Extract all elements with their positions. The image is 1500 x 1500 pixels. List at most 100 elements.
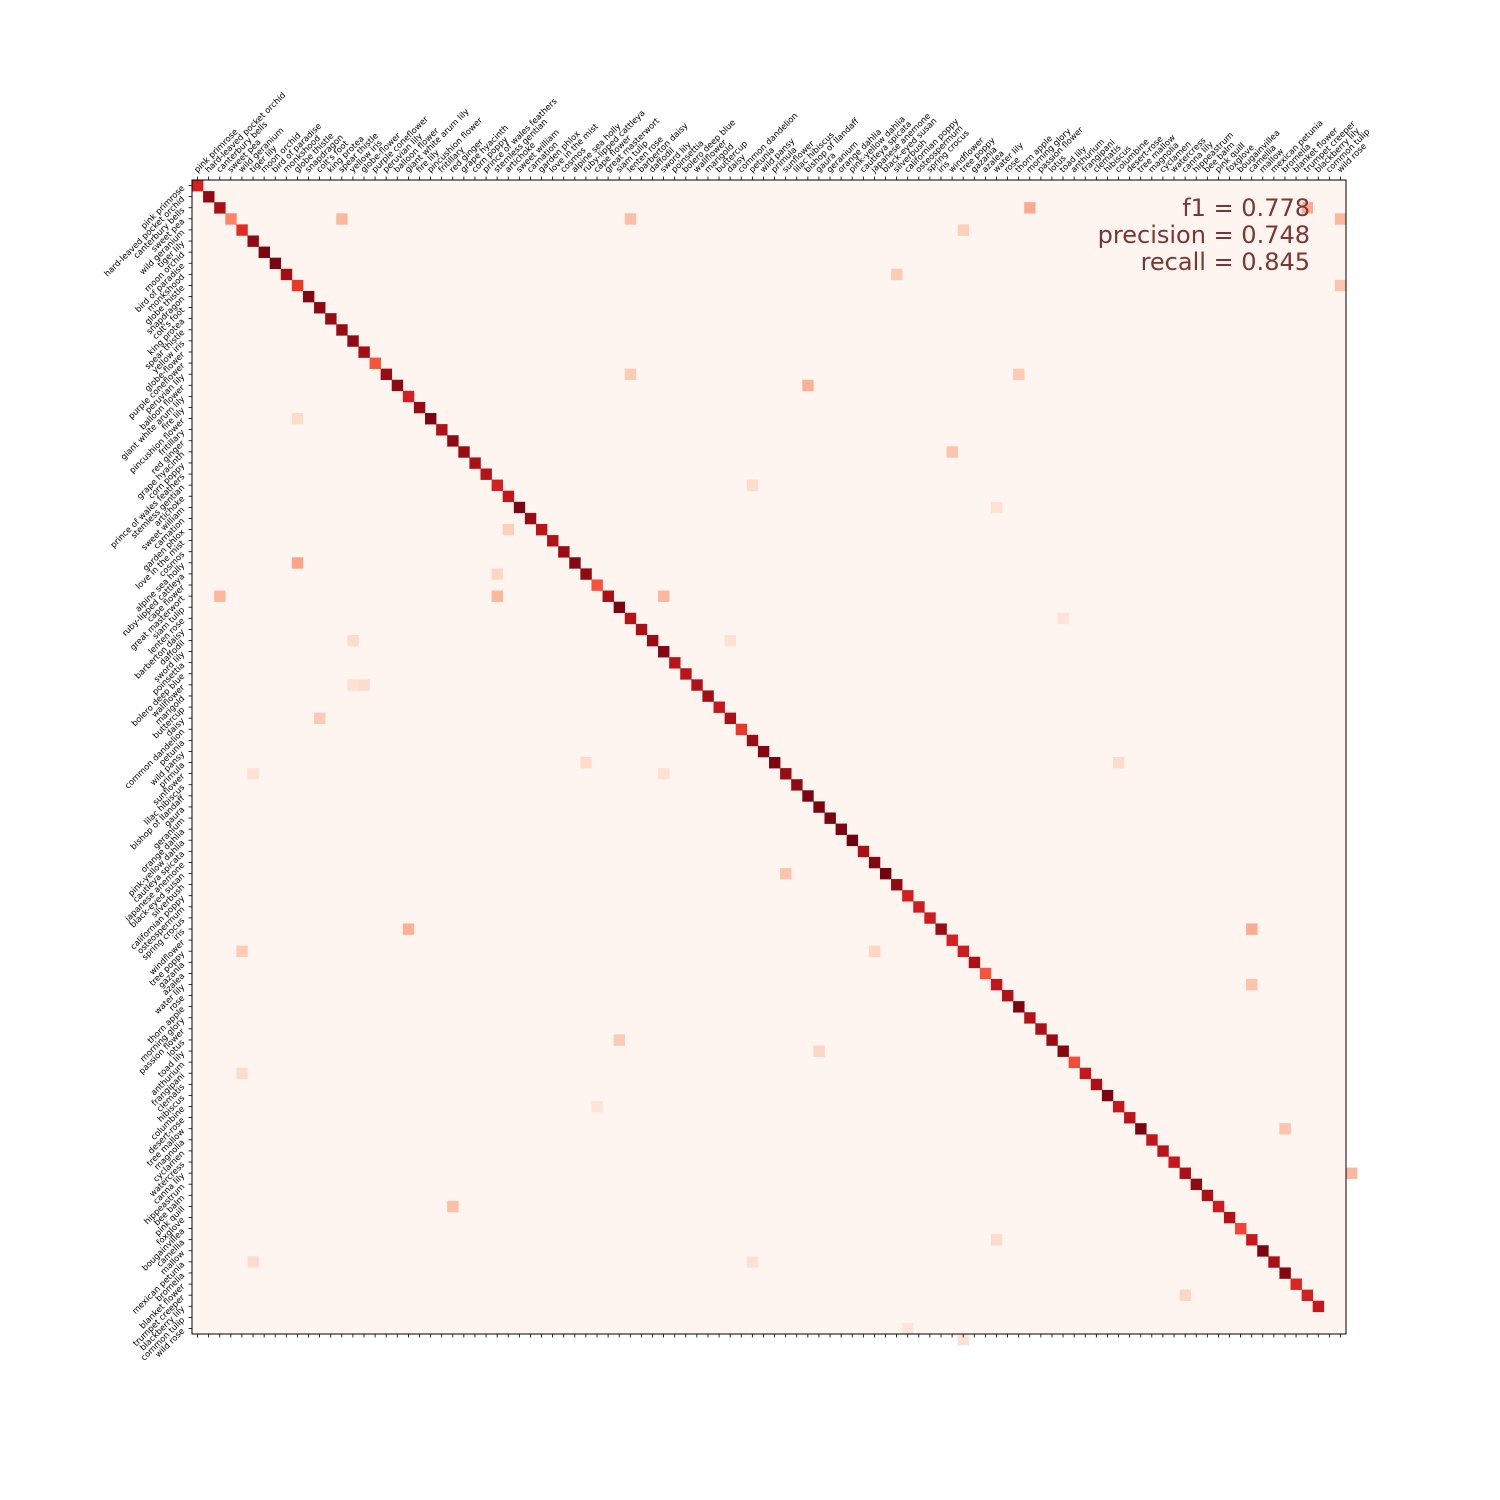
heatmap-diagonal-cell — [791, 779, 803, 791]
heatmap-diagonal-cell — [891, 879, 903, 891]
heatmap-diagonal-cell — [1124, 1112, 1136, 1124]
x-axis-ticks — [197, 176, 1341, 1338]
heatmap-diagonal-cell — [1146, 1134, 1158, 1146]
heatmap-diagonal-cell — [1079, 1067, 1092, 1080]
heatmap-diagonal-cell — [946, 934, 958, 946]
heatmap-cell — [990, 1234, 1003, 1246]
heatmap-diagonal-cell — [1179, 1167, 1191, 1179]
heatmap-cell — [613, 1034, 626, 1046]
heatmap-diagonal-cell — [302, 290, 315, 303]
recall-score-text: recall = 0.845 — [1141, 248, 1310, 276]
heatmap-diagonal-cell — [336, 324, 348, 336]
heatmap-diagonal-cell — [1090, 1078, 1103, 1091]
heatmap-diagonal-cell — [702, 690, 714, 702]
heatmap-diagonal-cell — [846, 834, 859, 847]
heatmap-diagonal-cell — [713, 701, 725, 713]
heatmap-cell — [1179, 1289, 1191, 1302]
heatmap-cell — [724, 634, 737, 647]
heatmap-cell — [946, 446, 958, 458]
heatmap-diagonal-cell — [924, 912, 936, 924]
heatmap-diagonal-cell — [535, 523, 548, 536]
heatmap-diagonal-cell — [746, 734, 759, 747]
heatmap-diagonal-cell — [580, 568, 592, 580]
heatmap-diagonal-cell — [391, 379, 404, 392]
y-axis-ticks — [188, 185, 192, 1329]
heatmap-cell — [502, 523, 515, 536]
heatmap-diagonal-cell — [225, 213, 237, 225]
heatmap-cell — [236, 945, 248, 958]
heatmap-diagonal-cell — [902, 890, 914, 902]
heatmap-diagonal-cell — [813, 801, 825, 813]
heatmap-diagonal-cell — [524, 512, 537, 525]
heatmap-diagonal-cell — [1013, 1001, 1025, 1013]
heatmap-diagonal-cell — [1002, 990, 1014, 1002]
heatmap-diagonal-cell — [591, 579, 603, 591]
heatmap-cell — [214, 590, 226, 602]
heatmap-diagonal-cell — [436, 424, 448, 436]
heatmap-diagonal-cell — [868, 856, 881, 869]
heatmap-diagonal-cell — [1157, 1145, 1169, 1157]
heatmap-diagonal-cell — [658, 646, 670, 658]
heatmap-diagonal-cell — [769, 757, 781, 769]
heatmap-diagonal-cell — [669, 657, 681, 669]
heatmap-diagonal-cell — [569, 557, 581, 569]
heatmap-cell — [447, 1200, 459, 1213]
heatmap-cell — [236, 1067, 248, 1080]
heatmap-diagonal-cell — [269, 257, 282, 270]
heatmap-cell — [1024, 202, 1036, 214]
heatmap-diagonal-cell — [1279, 1267, 1291, 1279]
heatmap-cell — [746, 1256, 759, 1268]
heatmap-diagonal-cell — [1235, 1223, 1247, 1235]
heatmap-diagonal-cell — [358, 346, 370, 358]
heatmap-diagonal-cell — [624, 612, 637, 625]
heatmap-diagonal-cell — [547, 535, 559, 547]
heatmap-cell — [624, 213, 637, 225]
heatmap-diagonal-cell — [1112, 1100, 1125, 1113]
heatmap-cell — [957, 1334, 970, 1346]
heatmap-diagonal-cell — [1212, 1200, 1225, 1213]
heatmap-cell — [868, 945, 881, 958]
heatmap-diagonal-cell — [1190, 1178, 1203, 1191]
heatmap-cell — [291, 413, 304, 425]
heatmap-diagonal-cell — [402, 390, 415, 403]
heatmap-diagonal-cell — [425, 413, 437, 425]
heatmap-diagonal-cell — [1257, 1245, 1269, 1257]
heatmap-diagonal-cell — [214, 202, 226, 214]
heatmap-cell — [891, 268, 903, 281]
heatmap-diagonal-cell — [469, 457, 481, 469]
heatmap-cell — [1334, 213, 1347, 225]
heatmap-diagonal-cell — [491, 479, 503, 491]
precision-score-text: precision = 0.748 — [1098, 221, 1310, 249]
heatmap-diagonal-cell — [724, 712, 737, 725]
heatmap-diagonal-cell — [990, 978, 1003, 991]
heatmap-diagonal-cell — [1068, 1056, 1080, 1068]
heatmap-diagonal-cell — [1312, 1300, 1325, 1313]
heatmap-diagonal-cell — [824, 812, 836, 824]
heatmap-diagonal-cell — [735, 723, 748, 736]
heatmap-diagonal-cell — [280, 268, 293, 281]
heatmap-cell — [802, 379, 814, 392]
heatmap-diagonal-cell — [558, 546, 570, 558]
heatmap-cells — [192, 180, 1358, 1346]
heatmap-diagonal-cell — [1101, 1089, 1114, 1102]
heatmap-cell — [1334, 279, 1347, 292]
heatmap-diagonal-cell — [369, 357, 381, 369]
heatmap-diagonal-cell — [780, 768, 792, 780]
heatmap-diagonal-cell — [1057, 1045, 1069, 1057]
heatmap-diagonal-cell — [879, 867, 892, 880]
heatmap-diagonal-cell — [325, 313, 337, 325]
heatmap-diagonal-cell — [458, 446, 470, 458]
heatmap-cell — [902, 1322, 914, 1335]
heatmap-diagonal-cell — [236, 224, 248, 236]
heatmap-cell — [491, 568, 503, 580]
heatmap-diagonal-cell — [447, 435, 459, 447]
heatmap-cell — [1112, 757, 1125, 769]
heatmap-cell — [1346, 1167, 1358, 1179]
heatmap-diagonal-cell — [1223, 1211, 1236, 1224]
heatmap-cell — [1301, 202, 1314, 214]
heatmap-cell — [746, 479, 759, 491]
heatmap-cell — [247, 768, 259, 780]
heatmap-cell — [580, 757, 592, 769]
heatmap-diagonal-cell — [613, 601, 626, 614]
